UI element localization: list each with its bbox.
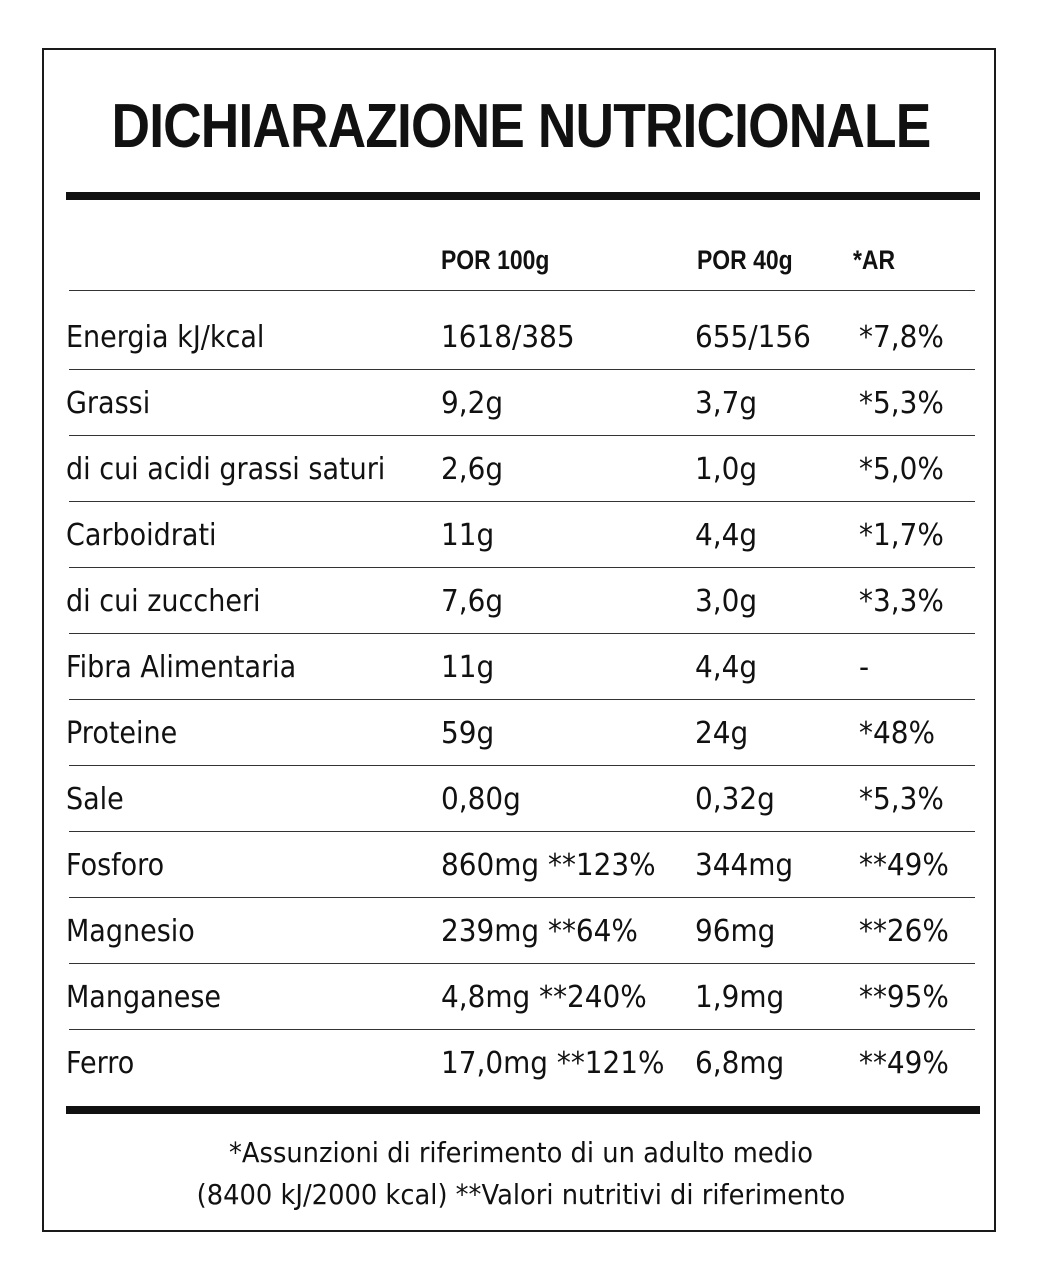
value-per-40g: 96mg: [695, 914, 776, 949]
table-row: Sale 0,80g 0,32g *5,3%: [0, 766, 1042, 832]
value-per-100g: 1618/385: [441, 320, 575, 355]
footnote-line-2: (8400 kJ/2000 kcal) **Valori nutritivi d…: [196, 1178, 846, 1211]
nutrient-name: Manganese: [66, 980, 222, 1015]
footnote-line-1: *Assunzioni di riferimento di un adulto …: [229, 1136, 813, 1169]
value-per-40g: 24g: [695, 716, 749, 751]
value-ar: -: [859, 650, 870, 685]
table-row: di cui zuccheri 7,6g 3,0g *3,3%: [0, 568, 1042, 634]
nutrient-name: Energia kJ/kcal: [66, 320, 265, 355]
table-row: Grassi 9,2g 3,7g *5,3%: [0, 370, 1042, 436]
value-ar: *1,7%: [859, 518, 944, 553]
nutrient-name: Grassi: [66, 386, 151, 421]
value-per-40g: 3,0g: [695, 584, 758, 619]
value-per-100g: 59g: [441, 716, 495, 751]
value-ar: *5,0%: [859, 452, 944, 487]
value-per-100g: 2,6g: [441, 452, 504, 487]
value-per-40g: 4,4g: [695, 518, 758, 553]
value-per-100g: 17,0mg **121%: [441, 1046, 665, 1081]
value-per-100g: 239mg **64%: [441, 914, 638, 949]
value-per-100g: 11g: [441, 650, 495, 685]
nutrient-name: Magnesio: [66, 914, 195, 949]
nutrient-name: Proteine: [66, 716, 178, 751]
value-per-100g: 4,8mg **240%: [441, 980, 647, 1015]
nutrient-name: Fosforo: [66, 848, 165, 883]
value-ar: **49%: [859, 1046, 949, 1081]
value-per-40g: 344mg: [695, 848, 794, 883]
header-per-40g: POR 40g: [697, 245, 793, 275]
table-row: Proteine 59g 24g *48%: [0, 700, 1042, 766]
nutrient-name: di cui zuccheri: [66, 584, 261, 619]
nutrient-name: Sale: [66, 782, 124, 817]
nutrient-name: Ferro: [66, 1046, 135, 1081]
value-per-100g: 7,6g: [441, 584, 504, 619]
value-per-40g: 1,9mg: [695, 980, 785, 1015]
label-frame: [42, 48, 996, 1232]
table-row: Fosforo 860mg **123% 344mg **49%: [0, 832, 1042, 898]
value-ar: *5,3%: [859, 386, 944, 421]
table-header: POR 100g POR 40g *AR: [0, 236, 1042, 284]
label-title: DICHIARAZIONE NUTRICIONALE: [111, 92, 932, 161]
value-ar: *3,3%: [859, 584, 944, 619]
table-row: Fibra Alimentaria 11g 4,4g -: [0, 634, 1042, 700]
nutrient-name: Fibra Alimentaria: [66, 650, 297, 685]
value-per-40g: 655/156: [695, 320, 811, 355]
value-ar: *48%: [859, 716, 935, 751]
value-per-40g: 4,4g: [695, 650, 758, 685]
header-divider: [69, 290, 975, 291]
header-per-100g: POR 100g: [441, 245, 550, 275]
value-ar: *5,3%: [859, 782, 944, 817]
footnote: *Assunzioni di riferimento di un adulto …: [0, 1132, 1042, 1216]
header-ar: *AR: [853, 245, 896, 275]
value-ar: *7,8%: [859, 320, 944, 355]
bottom-divider: [66, 1106, 980, 1114]
table-row: di cui acidi grassi saturi 2,6g 1,0g *5,…: [0, 436, 1042, 502]
value-ar: **95%: [859, 980, 949, 1015]
value-per-40g: 1,0g: [695, 452, 758, 487]
top-divider: [66, 192, 980, 200]
value-per-40g: 3,7g: [695, 386, 758, 421]
table-row: Manganese 4,8mg **240% 1,9mg **95%: [0, 964, 1042, 1030]
nutrient-name: Carboidrati: [66, 518, 217, 553]
value-per-100g: 9,2g: [441, 386, 504, 421]
nutrient-name: di cui acidi grassi saturi: [66, 452, 386, 487]
value-per-40g: 0,32g: [695, 782, 775, 817]
table-row: Energia kJ/kcal 1618/385 655/156 *7,8%: [0, 304, 1042, 370]
value-per-100g: 860mg **123%: [441, 848, 656, 883]
value-per-40g: 6,8mg: [695, 1046, 785, 1081]
value-ar: **26%: [859, 914, 949, 949]
nutrition-table: Energia kJ/kcal 1618/385 655/156 *7,8% G…: [0, 304, 1042, 1096]
table-row: Magnesio 239mg **64% 96mg **26%: [0, 898, 1042, 964]
value-per-100g: 0,80g: [441, 782, 521, 817]
table-row: Carboidrati 11g 4,4g *1,7%: [0, 502, 1042, 568]
value-ar: **49%: [859, 848, 949, 883]
value-per-100g: 11g: [441, 518, 495, 553]
table-row: Ferro 17,0mg **121% 6,8mg **49%: [0, 1030, 1042, 1096]
